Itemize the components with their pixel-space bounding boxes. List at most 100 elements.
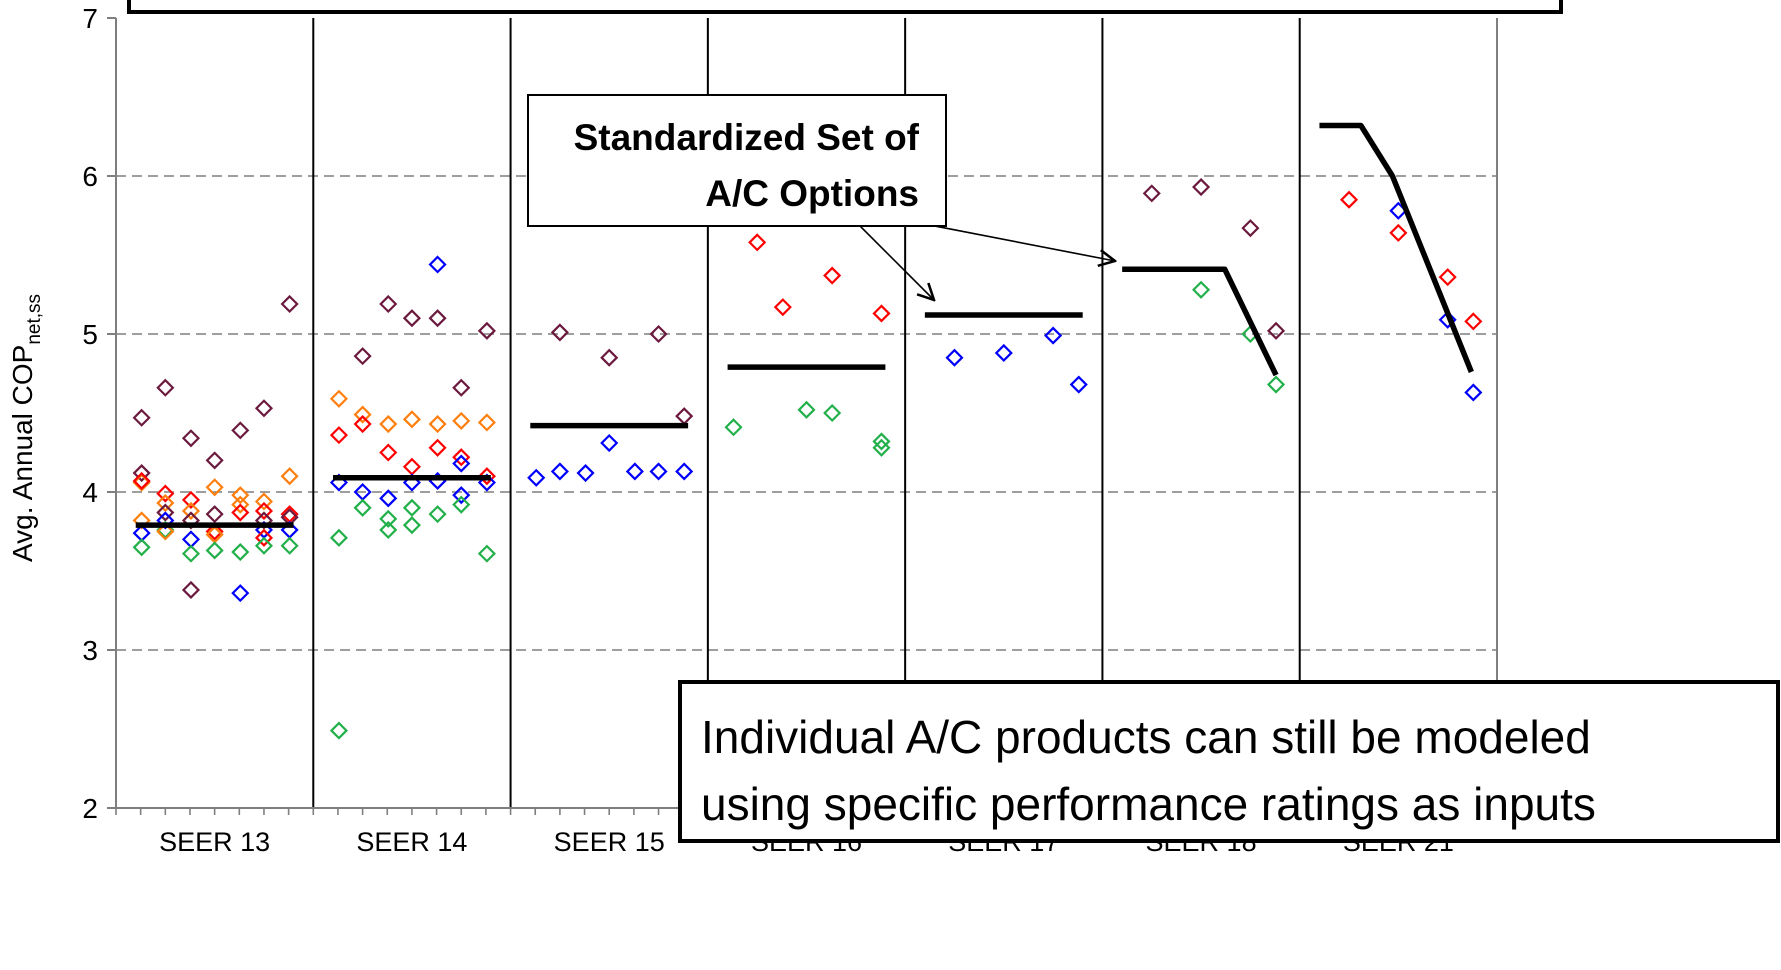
diamond-point (600, 433, 619, 453)
diamond-point (353, 498, 372, 517)
diamond-point (231, 584, 250, 603)
note-line-2: using specific performance ratings as in… (701, 778, 1596, 830)
diamond-point (1266, 321, 1286, 340)
diamond-point (477, 413, 496, 432)
diamond-point (797, 400, 816, 419)
diamond-point (231, 495, 250, 514)
diamond-point (379, 520, 398, 539)
diamond-point (132, 538, 151, 557)
diamond-point (156, 378, 175, 397)
category-label: SEER 13 (159, 827, 270, 857)
diamond-point (1142, 184, 1161, 203)
diamond-point (1389, 223, 1408, 242)
diamond-point (428, 505, 447, 524)
diamond-point (254, 511, 274, 530)
diamond-point (724, 418, 743, 437)
diamond-point (1464, 312, 1483, 331)
diamond-point (231, 421, 250, 440)
diamond-point (1464, 383, 1483, 402)
diamond-point (181, 429, 201, 448)
diamond-point (1192, 178, 1211, 197)
diamond-point (527, 468, 546, 487)
diamond-point (254, 528, 274, 547)
diamond-point (402, 516, 421, 535)
y-axis-label: Avg. Annual COPnet,ss (7, 294, 45, 562)
diamond-point (379, 443, 398, 462)
diamond-point (649, 462, 668, 481)
callout-line-2: A/C Options (705, 173, 919, 214)
diamond-point (329, 389, 348, 408)
y-tick-labels: 2 3 4 5 6 7 (82, 3, 116, 824)
diamond-point (181, 544, 201, 563)
diamond-point (231, 542, 250, 562)
diamond-point (132, 473, 151, 492)
diamond-point (675, 407, 694, 426)
diamond-point (156, 511, 175, 530)
y-tick-label: 4 (82, 477, 98, 508)
diamond-point (576, 463, 595, 483)
grid-lines (116, 175, 1497, 651)
standard-line-seer-21 (1319, 122, 1474, 373)
diamond-point (994, 343, 1013, 363)
diamond-point (379, 294, 398, 314)
diamond-point (1192, 280, 1211, 299)
y-tick-label: 3 (82, 635, 98, 666)
title-box-edge (127, 0, 1563, 14)
diamond-point (280, 536, 299, 555)
diamond-point (205, 478, 224, 497)
diamond-point (550, 323, 569, 342)
diamond-point (205, 541, 224, 560)
diamond-point (329, 426, 348, 445)
callout-line-1: Standardized Set of (573, 117, 919, 158)
diamond-point (205, 522, 224, 541)
diamond-point (132, 511, 151, 530)
diamond-point (675, 462, 694, 481)
diamond-point (402, 309, 421, 328)
diamond-point (379, 415, 398, 434)
diamond-point (280, 467, 299, 486)
diamond-point (402, 498, 421, 517)
note-line-1: Individual A/C products can still be mod… (701, 711, 1591, 763)
diamond-point (353, 347, 372, 366)
diamond-point (379, 489, 398, 508)
diamond-point (428, 309, 447, 328)
diamond-point (329, 721, 348, 740)
diamond-point (428, 255, 447, 274)
diamond-point (945, 348, 964, 367)
diamond-point (156, 484, 175, 503)
diamond-point (872, 304, 891, 323)
diamond-point (353, 405, 372, 424)
standard-line-seer-18 (1122, 266, 1279, 377)
note-box: Individual A/C products can still be mod… (678, 680, 1780, 843)
diamond-point (156, 522, 175, 541)
y-axis-label-subscript: net,ss (24, 294, 45, 345)
diamond-point (181, 580, 201, 600)
diamond-point (452, 486, 471, 505)
diamond-point (181, 511, 201, 530)
diamond-point (773, 298, 792, 317)
category-dividers (312, 18, 1301, 808)
diamond-point (1069, 375, 1088, 394)
diamond-point (254, 492, 274, 511)
y-tick-label: 2 (82, 793, 98, 824)
diamond-point (254, 536, 274, 555)
diamond-point (231, 486, 250, 505)
diamond-point (452, 454, 471, 473)
diamond-point (156, 503, 175, 522)
diamond-point (1241, 219, 1260, 238)
diamond-point (1438, 268, 1457, 287)
diamond-point (600, 348, 619, 367)
diamond-point (428, 415, 447, 434)
diamond-point (477, 544, 496, 563)
diamond-point (649, 324, 668, 344)
diamond-point (205, 451, 224, 470)
diamond-point (872, 432, 891, 451)
data-points (132, 178, 1483, 740)
diamond-point (254, 501, 274, 521)
diamond-point (477, 467, 496, 486)
diamond-point (156, 494, 175, 513)
diamond-point (379, 509, 398, 528)
diamond-point (1339, 190, 1359, 209)
standard-options-callout: Standardized Set of A/C Options (527, 94, 947, 227)
diamond-point (625, 462, 644, 481)
